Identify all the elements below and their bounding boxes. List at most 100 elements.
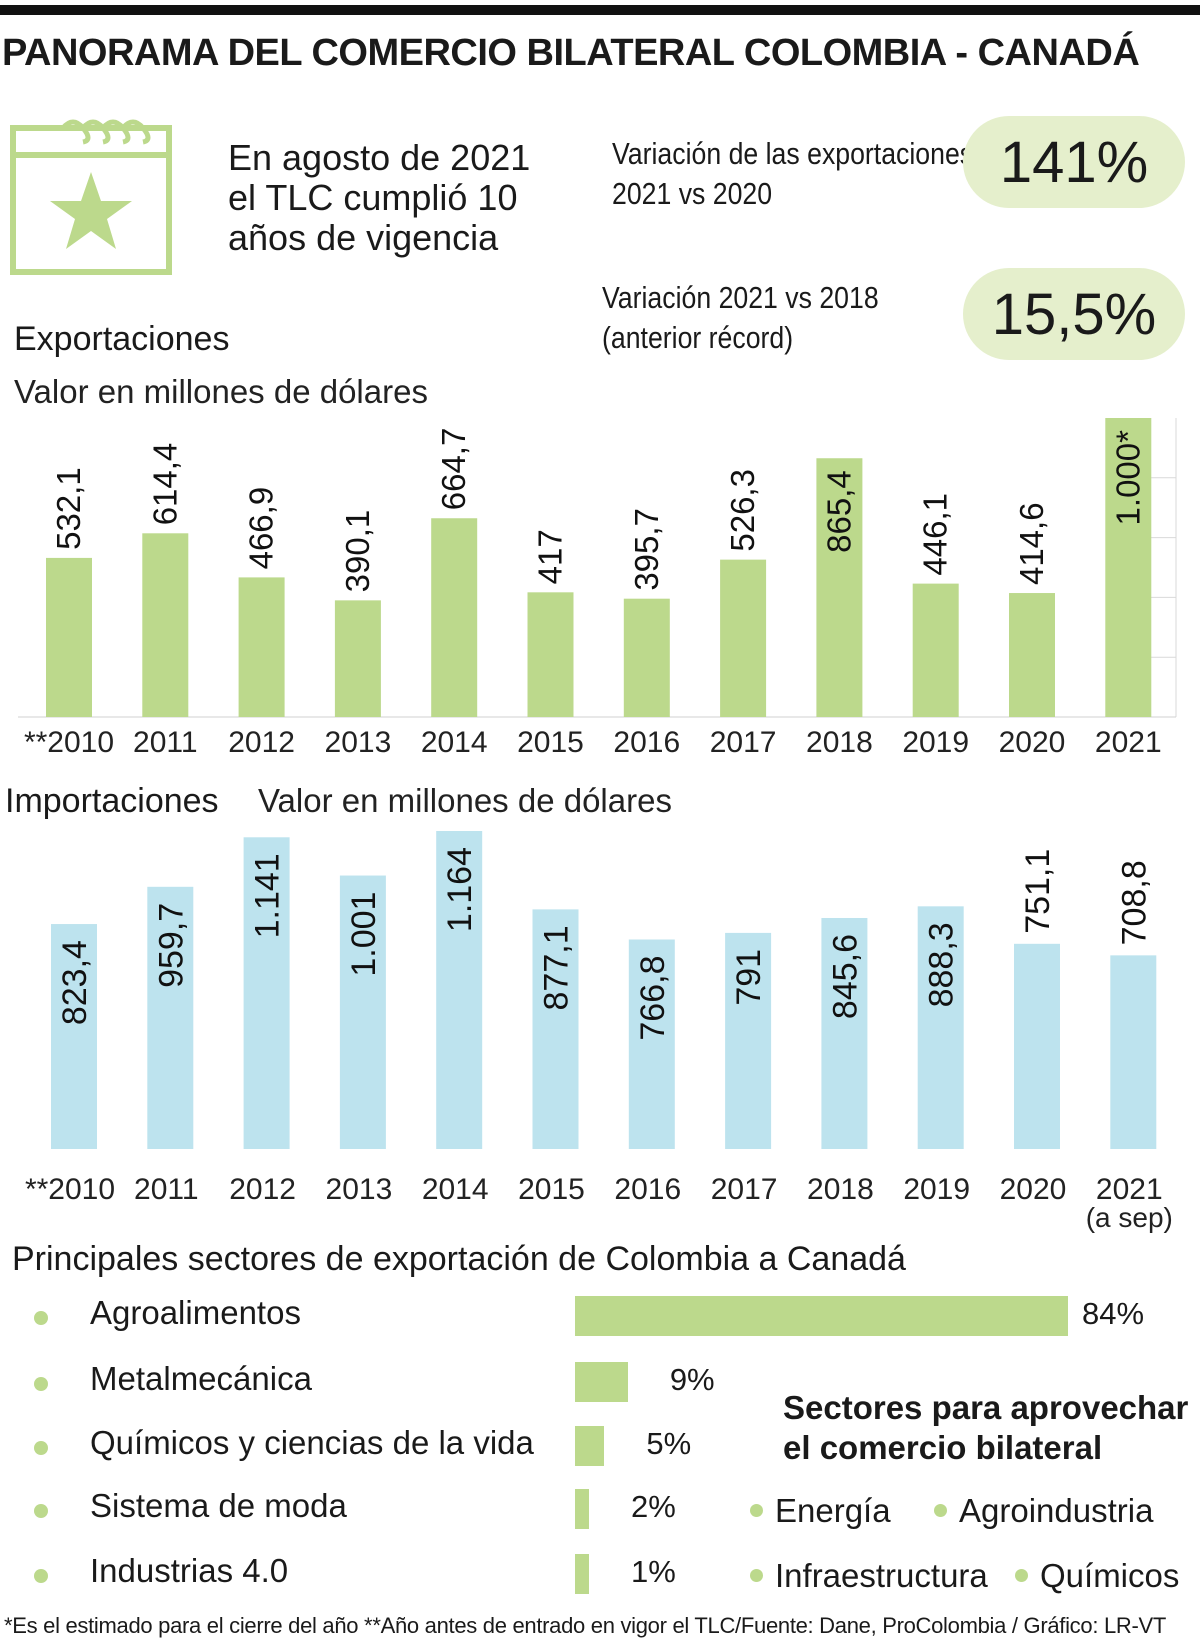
- sector-bar: [575, 1362, 628, 1402]
- bullet-dot: [34, 1377, 48, 1391]
- import-year-label: 2017: [711, 1173, 778, 1206]
- kpi-exports-value: 141%: [963, 116, 1185, 208]
- export-bar: [912, 583, 959, 717]
- import-bar: [51, 924, 97, 1149]
- imports-subtitle: Valor en millones de dólares: [258, 782, 672, 819]
- kpi-exports-label: Variación de las exportaciones 2021 vs 2…: [612, 134, 973, 214]
- import-bar: [1014, 943, 1060, 1149]
- sector-row: Químicos y ciencias de la vida 5%: [0, 1418, 1200, 1478]
- kpi-label-line: Variación 2021 vs 2018: [602, 280, 879, 315]
- opportunities-title: Sectores para aprovechar el comercio bil…: [783, 1388, 1188, 1468]
- export-value-label: 446,1: [917, 493, 954, 576]
- export-year-label: 2016: [613, 726, 680, 759]
- export-year-label: 2015: [517, 726, 584, 759]
- import-year-label: 2014: [422, 1173, 489, 1206]
- exports-subtitle: Valor en millones de dólares: [14, 373, 428, 410]
- imports-bar-chart: 823,4 **2010 959,7 2011 1.141 2012 1.001 2013 1.…: [25, 831, 1173, 1233]
- sector-bar: [575, 1426, 605, 1466]
- kpi-label-line: (anterior récord): [602, 320, 794, 355]
- export-value-label: 417: [532, 529, 569, 584]
- export-value-label: 614,4: [146, 443, 183, 526]
- import-bar: [339, 875, 386, 1149]
- export-bar: [527, 592, 574, 717]
- import-value-label: 1.141: [249, 853, 287, 938]
- kpi-label-line: Variación de las exportaciones: [612, 136, 974, 171]
- import-year-label: 2011: [134, 1173, 199, 1206]
- sector-name: Industrias 4.0: [90, 1552, 289, 1589]
- import-year-label: 2016: [614, 1173, 681, 1206]
- intro-text: En agosto de 2021 el TLC cumplió 10 años…: [228, 138, 568, 258]
- import-value-label: 791: [730, 949, 768, 1006]
- opportunities-title-line: el comercio bilateral: [783, 1429, 1103, 1466]
- exports-bar-chart: 532,1 **2010 614,4 2011 466,9 2012 390,1 2013 66…: [18, 418, 1177, 759]
- bullet-dot: [750, 1503, 763, 1517]
- export-value-label: 395,7: [628, 508, 665, 591]
- export-bar: [334, 600, 381, 717]
- sector-name: Químicos y ciencias de la vida: [90, 1424, 534, 1461]
- opportunity-item: Energía: [750, 1492, 891, 1530]
- sectors-title: Principales sectores de exportación de C…: [12, 1240, 906, 1278]
- export-bar: [46, 557, 92, 717]
- sector-row: Industrias 4.0 1%: [0, 1546, 1200, 1606]
- export-bar: [238, 577, 285, 717]
- import-year-label: 2019: [903, 1173, 970, 1206]
- calendar-star-icon: [10, 119, 172, 275]
- sector-name: Metalmecánica: [90, 1360, 312, 1397]
- sector-row: Metalmecánica 9%: [0, 1354, 1200, 1414]
- page-title: PANORAMA DEL COMERCIO BILATERAL COLOMBIA…: [2, 32, 1140, 74]
- import-bar: [532, 909, 579, 1149]
- import-year-label: 2020: [1000, 1173, 1067, 1206]
- bullet-dot: [1015, 1568, 1028, 1582]
- sector-bar: [575, 1489, 589, 1529]
- export-bar: [1009, 593, 1055, 717]
- import-year-label: 2018: [807, 1173, 874, 1206]
- kpi-label-line: 2021 vs 2020: [612, 176, 773, 211]
- import-year-label: 2021: [1096, 1173, 1163, 1206]
- import-value-label: 751,1: [1019, 849, 1057, 934]
- export-value-label: 466,9: [243, 487, 280, 570]
- sector-row: Agroalimentos 84%: [0, 1288, 1200, 1348]
- export-bar: [816, 458, 863, 717]
- opportunity-label: Infraestructura: [775, 1557, 988, 1594]
- import-value-label: 823,4: [56, 940, 94, 1025]
- sector-pct-label: 84%: [1082, 1296, 1145, 1331]
- import-year-note: (a sep): [1086, 1202, 1173, 1233]
- sector-pct-label: 5%: [646, 1426, 692, 1461]
- export-year-label: 2013: [325, 726, 392, 759]
- bullet-dot: [934, 1503, 947, 1517]
- import-bar: [1110, 955, 1157, 1149]
- export-value-label: 865,4: [820, 470, 857, 553]
- import-bar: [243, 837, 290, 1149]
- import-bar: [725, 932, 772, 1149]
- import-value-label: 1.001: [345, 892, 383, 977]
- import-bar: [917, 906, 964, 1149]
- export-value-label: 1.000*: [1109, 430, 1146, 526]
- intro-line: años de vigencia: [228, 217, 499, 258]
- footnote: *Es el estimado para el cierre del año *…: [4, 1613, 1167, 1638]
- import-bar: [821, 917, 868, 1149]
- sector-name: Agroalimentos: [90, 1294, 301, 1331]
- export-year-label: 2018: [806, 726, 873, 759]
- import-year-label: 2012: [229, 1173, 296, 1206]
- import-value-label: 877,1: [538, 925, 576, 1010]
- import-value-label: 1.164: [441, 847, 479, 932]
- opportunity-label: Químicos: [1040, 1557, 1180, 1594]
- export-value-label: 532,1: [50, 467, 87, 550]
- exports-title: Exportaciones: [14, 320, 230, 358]
- import-value-label: 845,6: [826, 934, 864, 1019]
- export-value-label: 664,7: [435, 428, 472, 511]
- kpi-record-label: Variación 2021 vs 2018 (anterior récord): [602, 278, 879, 358]
- sector-name: Sistema de moda: [90, 1487, 347, 1524]
- export-year-label: 2012: [228, 726, 295, 759]
- bullet-dot: [34, 1311, 48, 1325]
- import-bar: [628, 939, 675, 1149]
- sector-bar: [575, 1554, 589, 1594]
- import-value-label: 766,8: [634, 956, 672, 1041]
- export-bar: [431, 518, 478, 717]
- export-year-label: 2017: [710, 726, 777, 759]
- sector-row: Sistema de moda 2%: [0, 1481, 1200, 1541]
- intro-line: En agosto de 2021: [228, 137, 531, 178]
- bullet-dot: [34, 1569, 48, 1583]
- export-year-label: 2020: [999, 726, 1066, 759]
- export-value-label: 526,3: [724, 469, 761, 552]
